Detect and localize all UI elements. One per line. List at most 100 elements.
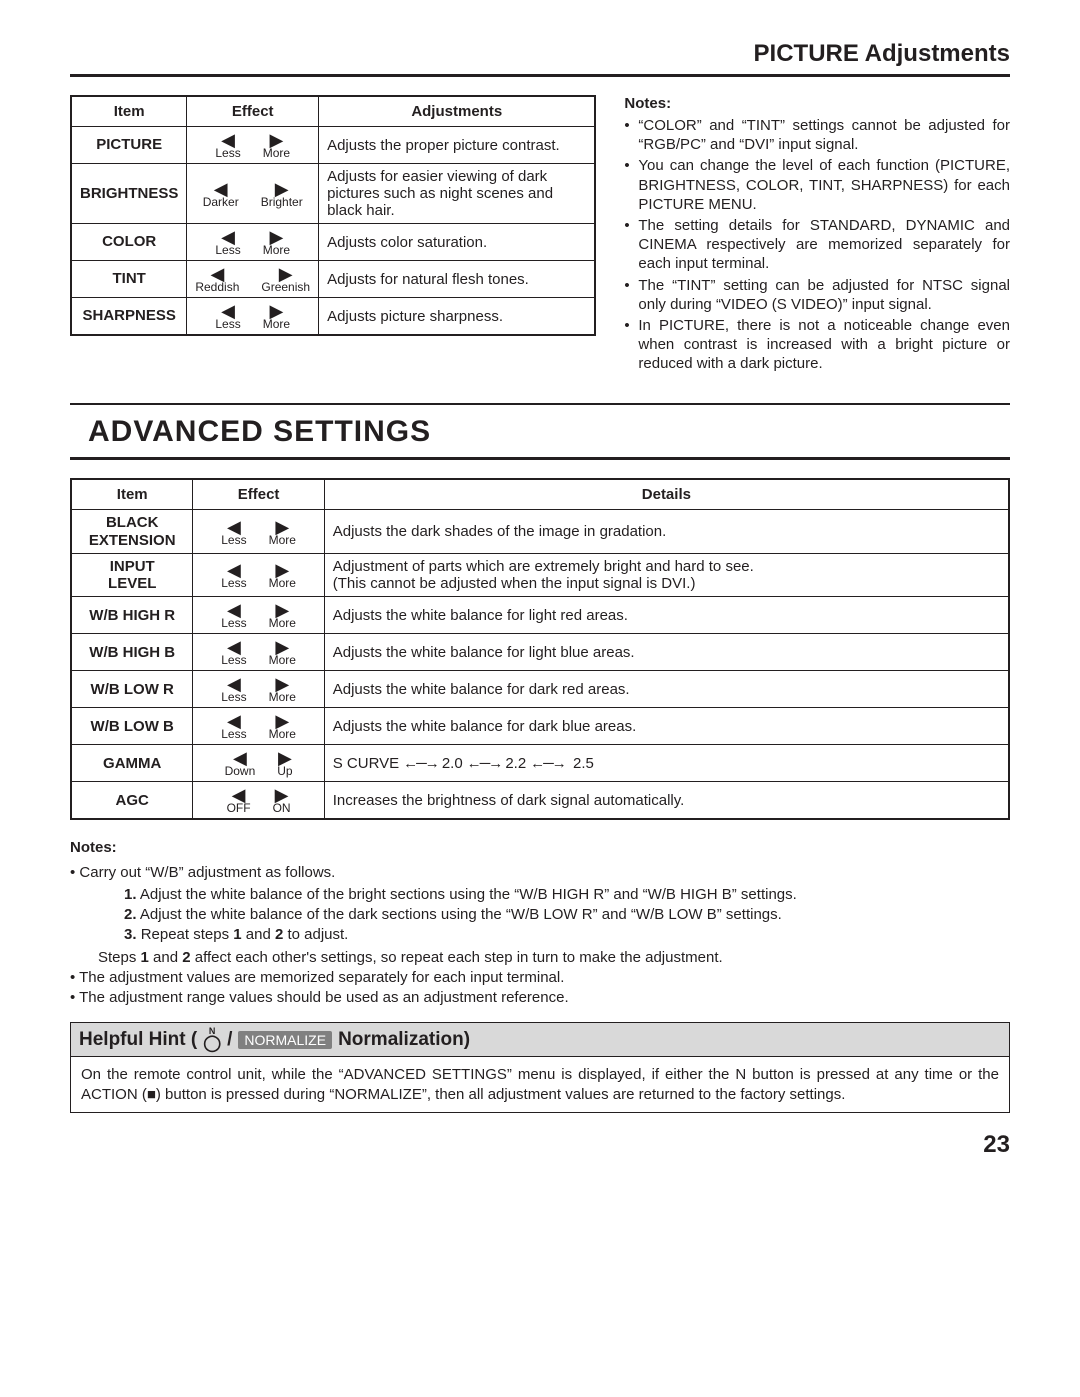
item-cell: COLOR [71, 224, 187, 261]
table-row: GAMMA ◀Down ▶Up S CURVE ←─→ 2.0 ←─→ 2.2 … [71, 745, 1009, 782]
gamma-sequence: S CURVE ←─→ 2.0 ←─→ 2.2 ←─→ 2.5 [333, 755, 594, 772]
left-arrow-icon: ◀Less [221, 712, 246, 740]
right-arrow-icon: ▶More [269, 638, 296, 666]
right-arrow-icon: ▶More [263, 302, 290, 330]
table-row: W/B LOW B ◀Less ▶More Adjusts the white … [71, 708, 1009, 745]
note-item: • The adjustment values are memorized se… [70, 968, 1010, 988]
note-tail: Steps 1 and 2 affect each other's settin… [70, 948, 1010, 968]
effect-cell: ◀Less ▶More [193, 708, 324, 745]
details-cell: Adjusts the white balance for dark blue … [324, 708, 1009, 745]
note-item: The “TINT” setting can be adjusted for N… [624, 276, 1010, 314]
advanced-table: ItemEffectDetails BLACKEXTENSION ◀Less ▶… [70, 478, 1010, 820]
left-arrow-icon: ◀Less [221, 675, 246, 703]
table-row: COLOR ◀Less ▶More Adjusts color saturati… [71, 224, 595, 261]
circle-icon: ◯ [203, 1036, 221, 1052]
left-arrow-icon: ◀Less [215, 131, 240, 159]
note-item: The setting details for STANDARD, DYNAMI… [624, 216, 1010, 274]
picture-notes: Notes: “COLOR” and “TINT” settings canno… [624, 95, 1010, 375]
effect-cell: ◀Reddish ▶Greenish [187, 261, 319, 298]
col-header: Details [324, 479, 1009, 510]
slash: / [227, 1029, 232, 1051]
details-cell: Adjusts the dark shades of the image in … [324, 510, 1009, 554]
right-arrow-icon: ▶Greenish [261, 265, 310, 293]
note-step: 2. Adjust the white balance of the dark … [124, 905, 1010, 925]
right-arrow-icon: ▶ON [273, 786, 291, 814]
details-cell: Increases the brightness of dark signal … [324, 782, 1009, 820]
advanced-notes: Notes: • Carry out “W/B” adjustment as f… [70, 838, 1010, 1008]
note-item: • Carry out “W/B” adjustment as follows. [70, 863, 1010, 883]
adjustment-cell: Adjusts the proper picture contrast. [319, 127, 596, 164]
details-cell: Adjustment of parts which are extremely … [324, 553, 1009, 597]
right-arrow-icon: ▶More [269, 712, 296, 740]
page-title: PICTURE Adjustments [70, 40, 1010, 77]
hint-suffix: Normalization) [338, 1029, 470, 1051]
right-arrow-icon: ▶Brighter [261, 180, 303, 208]
table-row: SHARPNESS ◀Less ▶More Adjusts picture sh… [71, 298, 595, 336]
col-header: Effect [187, 96, 319, 127]
item-cell: SHARPNESS [71, 298, 187, 336]
col-header: Item [71, 96, 187, 127]
details-cell: Adjusts the white balance for light red … [324, 597, 1009, 634]
divider-bot [70, 457, 1010, 460]
picture-table-wrap: ItemEffectAdjustments PICTURE ◀Less ▶Mor… [70, 95, 596, 375]
note-item: In PICTURE, there is not a noticeable ch… [624, 316, 1010, 374]
effect-cell: ◀Darker ▶Brighter [187, 164, 319, 224]
item-cell: PICTURE [71, 127, 187, 164]
left-arrow-icon: ◀Darker [203, 180, 239, 208]
hint-prefix: Helpful Hint ( [79, 1029, 197, 1051]
item-cell: TINT [71, 261, 187, 298]
right-arrow-icon: ▶More [269, 561, 296, 589]
effect-cell: ◀Less ▶More [193, 597, 324, 634]
page-number: 23 [70, 1131, 1010, 1159]
hint-header: Helpful Hint ( N ◯ / NORMALIZE Normaliza… [70, 1022, 1010, 1057]
effect-cell: ◀Less ▶More [193, 553, 324, 597]
hint-body: On the remote control unit, while the “A… [70, 1057, 1010, 1113]
col-header: Adjustments [319, 96, 596, 127]
effect-cell: ◀Less ▶More [187, 298, 319, 336]
left-arrow-icon: ◀Reddish [195, 265, 239, 293]
table-row: W/B HIGH B ◀Less ▶More Adjusts the white… [71, 634, 1009, 671]
adjustment-cell: Adjusts picture sharpness. [319, 298, 596, 336]
details-cell: Adjusts the white balance for light blue… [324, 634, 1009, 671]
effect-cell: ◀OFF ▶ON [193, 782, 324, 820]
item-cell: W/B HIGH B [71, 634, 193, 671]
effect-cell: ◀Less ▶More [187, 127, 319, 164]
table-row: AGC ◀OFF ▶ON Increases the brightness of… [71, 782, 1009, 820]
left-arrow-icon: ◀Less [215, 302, 240, 330]
effect-cell: ◀Less ▶More [193, 671, 324, 708]
item-cell: W/B LOW R [71, 671, 193, 708]
effect-cell: ◀Less ▶More [193, 510, 324, 554]
normalize-badge: NORMALIZE [238, 1031, 332, 1049]
item-cell: INPUTLEVEL [71, 553, 193, 597]
effect-cell: ◀Less ▶More [193, 634, 324, 671]
right-arrow-icon: ▶Up [277, 749, 292, 777]
item-cell: GAMMA [71, 745, 193, 782]
item-cell: W/B LOW B [71, 708, 193, 745]
item-cell: W/B HIGH R [71, 597, 193, 634]
left-arrow-icon: ◀Less [215, 228, 240, 256]
item-cell: BRIGHTNESS [71, 164, 187, 224]
item-cell: AGC [71, 782, 193, 820]
col-header: Effect [193, 479, 324, 510]
adjustment-cell: Adjusts for easier viewing of dark pictu… [319, 164, 596, 224]
left-arrow-icon: ◀Down [225, 749, 256, 777]
advanced-title: ADVANCED SETTINGS [70, 405, 1010, 457]
top-row: ItemEffectAdjustments PICTURE ◀Less ▶Mor… [70, 95, 1010, 375]
left-arrow-icon: ◀Less [221, 561, 246, 589]
note-item: • The adjustment range values should be … [70, 988, 1010, 1008]
left-arrow-icon: ◀Less [221, 638, 246, 666]
table-row: PICTURE ◀Less ▶More Adjusts the proper p… [71, 127, 595, 164]
right-arrow-icon: ▶More [269, 601, 296, 629]
notes-heading: Notes: [624, 95, 1010, 112]
note-item: “COLOR” and “TINT” settings cannot be ad… [624, 116, 1010, 154]
effect-cell: ◀Down ▶Up [193, 745, 324, 782]
table-row: TINT ◀Reddish ▶Greenish Adjusts for natu… [71, 261, 595, 298]
adjustment-cell: Adjusts for natural flesh tones. [319, 261, 596, 298]
picture-table: ItemEffectAdjustments PICTURE ◀Less ▶Mor… [70, 95, 596, 336]
col-header: Item [71, 479, 193, 510]
table-row: W/B LOW R ◀Less ▶More Adjusts the white … [71, 671, 1009, 708]
n-button-icon: N ◯ [203, 1027, 221, 1052]
effect-cell: ◀Less ▶More [187, 224, 319, 261]
note-step: 1. Adjust the white balance of the brigh… [124, 885, 1010, 905]
notes-heading-2: Notes: [70, 838, 1010, 858]
